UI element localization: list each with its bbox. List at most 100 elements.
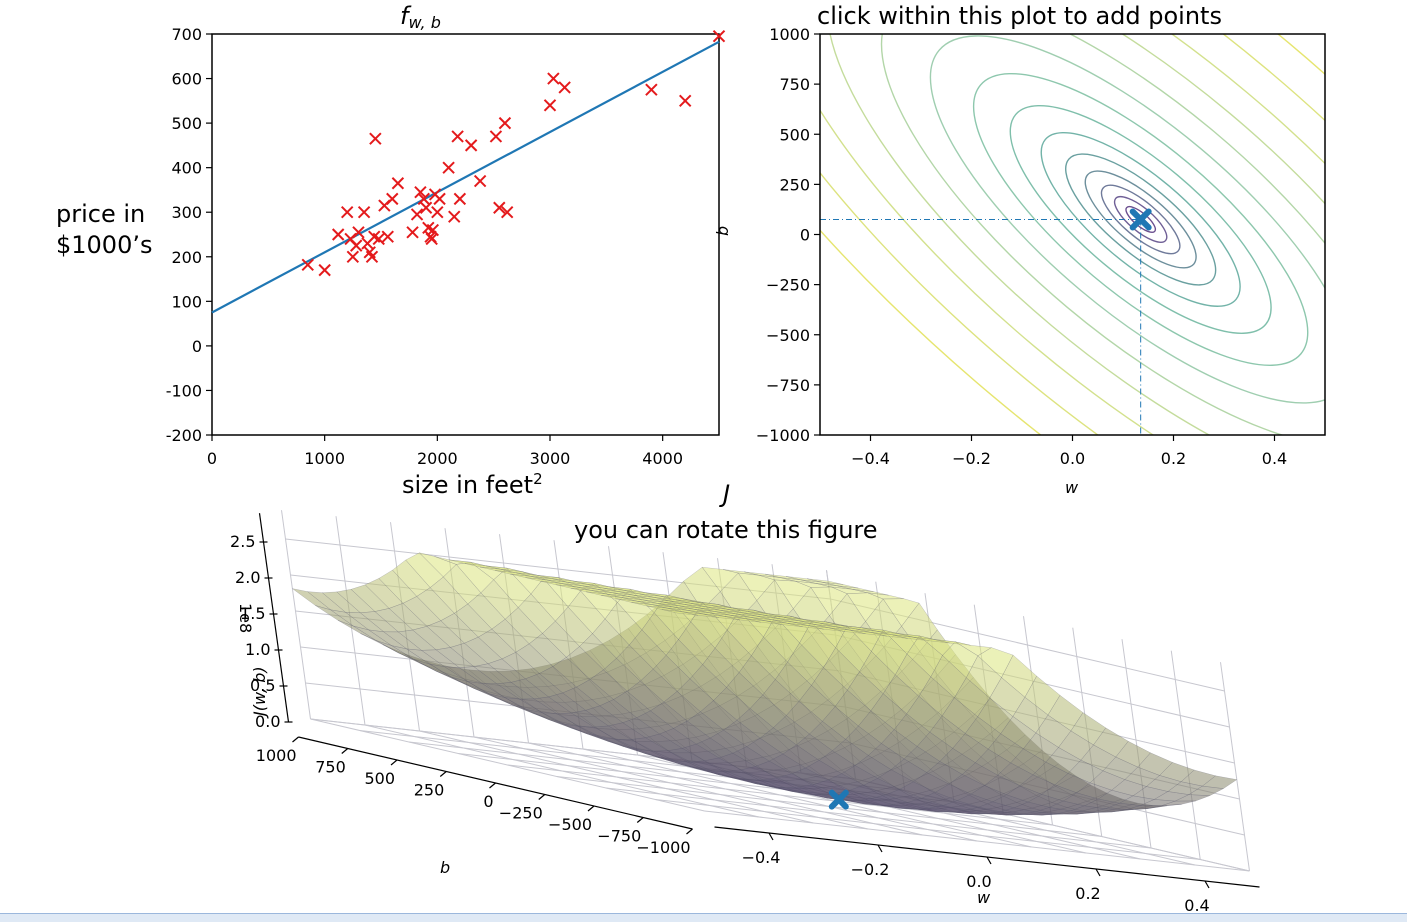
y-tick-label: 750 [779, 75, 810, 94]
scatter-x-label: size in feet2 [402, 470, 543, 499]
data-point [357, 206, 371, 219]
contour-line [820, 34, 1325, 435]
b-tick-mark [636, 817, 644, 823]
current-point [1129, 208, 1152, 231]
data-point [493, 201, 506, 214]
y-tick-label: 250 [779, 175, 810, 194]
w-tick-label: 0.2 [1075, 884, 1100, 903]
y-tick-label: -100 [166, 381, 202, 400]
x-tick-label: 0.2 [1161, 449, 1186, 468]
data-point [365, 250, 379, 263]
contour-axes[interactable]: click within this plot to add points −0.… [493, 0, 1407, 816]
scatter-title: fw, b [400, 2, 441, 32]
data-point [489, 130, 503, 143]
data-point [391, 177, 405, 190]
b-tick-mark [489, 782, 496, 789]
z-tick-label: 0.0 [255, 712, 280, 731]
w-tick-mark [768, 832, 774, 841]
grid-line [1170, 650, 1201, 860]
data-point [410, 208, 424, 221]
b-tick-label: 250 [414, 781, 445, 800]
y-tick-label: 600 [171, 70, 202, 89]
y-tick-label: 700 [171, 25, 202, 44]
w-tick-label: −0.2 [851, 860, 890, 879]
contour-line [1084, 170, 1197, 269]
b-tick-mark [587, 805, 595, 812]
contour-line [820, 34, 1325, 435]
data-point [453, 192, 467, 206]
x-tick-label: 2000 [417, 449, 458, 468]
w-tick-mark [877, 844, 883, 853]
contour-line [1009, 104, 1272, 334]
x-tick-label: −0.2 [952, 449, 991, 468]
x-tick-label: 0.4 [1262, 449, 1287, 468]
data-point [372, 232, 385, 246]
contour-line [820, 34, 1325, 435]
contour-line [1065, 153, 1217, 286]
surface-facet [1201, 775, 1238, 789]
w-tick-label: −0.4 [742, 848, 781, 867]
w-tick-label: 0.0 [966, 872, 991, 891]
x-tick-label: 0.0 [1060, 449, 1085, 468]
z-axis-line [258, 513, 290, 723]
fit-line-layer [211, 40, 720, 314]
y-tick-label: 400 [171, 159, 202, 178]
contour-lines-layer [820, 34, 1325, 435]
contour-x-label: w [1065, 478, 1079, 497]
z-tick-label: 2.5 [230, 532, 255, 551]
z-tick-label: 2.0 [235, 568, 260, 587]
b-tick-mark [292, 736, 299, 743]
data-point [498, 116, 512, 130]
x-tick-label: 4000 [642, 449, 683, 468]
surface-axes[interactable]: J you can rotate this figure 0.0 0.5 1.0 1.… [230, 480, 1260, 915]
surface-z-scale: 1e8 [236, 603, 255, 633]
b-tick-label: −250 [499, 804, 543, 823]
x-tick-label: 3000 [530, 449, 571, 468]
surface-facet [1188, 785, 1225, 796]
y-tick-label: 300 [171, 203, 202, 222]
y-tick-label: 1000 [769, 25, 810, 44]
data-point [352, 226, 365, 239]
data-point [431, 206, 444, 219]
data-point [417, 192, 431, 206]
grid-line [655, 799, 1201, 860]
contour-line [880, 34, 1325, 435]
contour-title: click within this plot to add points [817, 2, 1222, 30]
contour-y-label: b [713, 226, 732, 236]
data-point [318, 263, 331, 277]
data-point [301, 258, 314, 272]
data-point [442, 161, 455, 174]
surface-title: J [719, 480, 730, 508]
contour-line [1100, 184, 1181, 255]
data-point [331, 228, 345, 241]
scatter-y-ticks: 700 600 500 400 300 200 100 0 -100 -200 [166, 25, 212, 445]
z-tick-label: 1.5 [240, 604, 265, 623]
surface-z-label: J(w, b) [250, 666, 269, 719]
y-tick-label: −500 [766, 326, 810, 345]
z-tick-label: 0.5 [250, 676, 275, 695]
y-tick-label: −1000 [756, 426, 810, 445]
x-tick-label: 1000 [304, 449, 345, 468]
y-tick-label: 500 [779, 125, 810, 144]
w-tick-mark [986, 856, 992, 865]
scatter-x-ticks: 0 1000 2000 3000 4000 [207, 435, 683, 468]
y-tick-label: 200 [171, 248, 202, 267]
y-tick-label: 100 [171, 292, 202, 311]
x-tick-label: 0 [207, 449, 217, 468]
data-point [346, 250, 360, 263]
b-tick-mark [538, 794, 546, 800]
data-point [426, 223, 440, 237]
grid-line [1220, 662, 1250, 872]
b-tick-mark [439, 771, 447, 777]
data-point [433, 192, 446, 206]
scatter-y-label-line1: price in [56, 200, 145, 228]
b-tick-mark [390, 759, 398, 766]
data-point [448, 210, 461, 223]
scatter-frame [211, 33, 720, 436]
grid-line [507, 764, 1053, 826]
y-tick-label: −250 [766, 276, 810, 295]
b-tick-mark [341, 748, 349, 754]
grid-line [1121, 639, 1152, 849]
surface-facet [867, 592, 904, 600]
data-point [340, 206, 354, 219]
